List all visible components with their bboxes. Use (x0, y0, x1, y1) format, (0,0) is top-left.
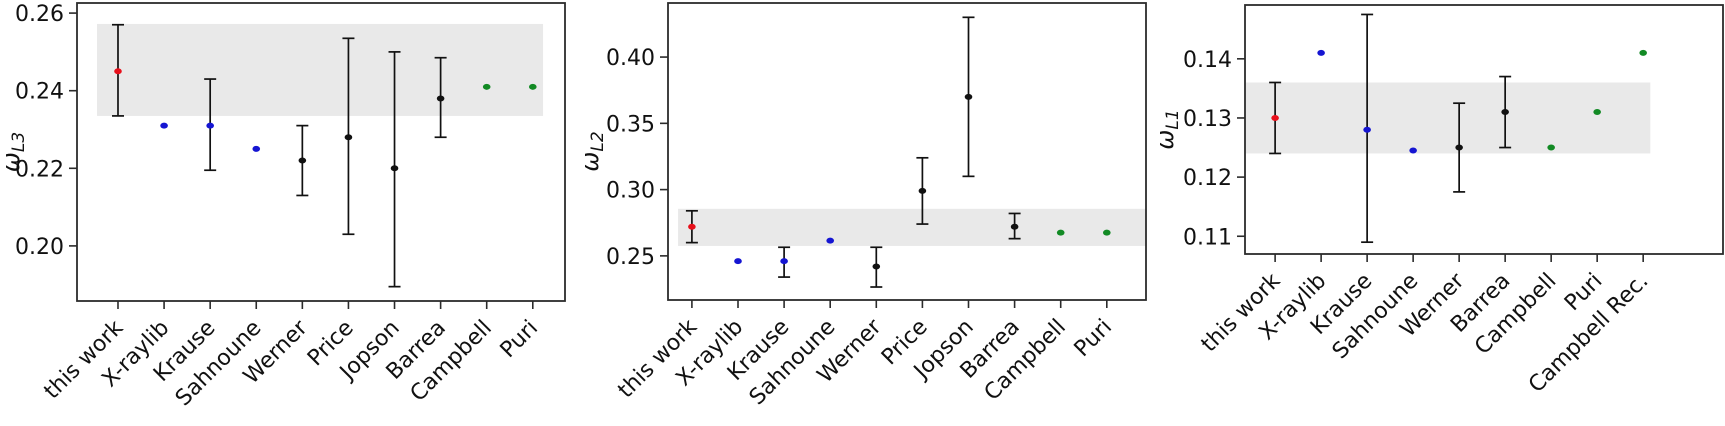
plot-frame (76, 2, 566, 302)
y-tick-label: 0.25 (606, 245, 655, 270)
marker-sahnoune (1409, 147, 1417, 154)
x-tick-label-puri: Puri (496, 316, 543, 363)
y-tick-label: 0.24 (15, 80, 64, 105)
marker-barrea (436, 95, 445, 102)
reference-band (1245, 82, 1651, 154)
marker-campbell-rec (1639, 49, 1647, 56)
y-tick-label: 0.35 (606, 112, 655, 137)
marker-jopson (964, 93, 973, 100)
y-tick-label: 0.26 (15, 2, 64, 27)
marker-x-raylib (1317, 49, 1325, 56)
marker-campbell (482, 83, 491, 90)
marker-puri (1103, 229, 1111, 236)
y-tick-label: 0.11 (1183, 225, 1232, 250)
marker-price (344, 134, 353, 141)
marker-krause (206, 122, 214, 129)
y-tick-label: 0.22 (15, 157, 64, 182)
marker-werner (1455, 144, 1463, 151)
marker-werner (872, 263, 881, 270)
marker-x-raylib (160, 122, 168, 129)
marker-sahnoune (252, 145, 261, 152)
marker-puri (1593, 109, 1601, 116)
marker-krause (1363, 126, 1371, 133)
marker-werner (298, 157, 307, 164)
y-tick-label: 0.40 (606, 46, 655, 71)
y-tick-label: 0.30 (606, 179, 655, 204)
plot-frame (667, 2, 1147, 301)
reference-band (97, 23, 544, 116)
marker-price (918, 187, 927, 194)
y-tick-label: 0.14 (1183, 48, 1232, 73)
marker-campbell (1056, 229, 1065, 236)
y-axis-label: ωL3 (0, 132, 29, 172)
y-tick-label: 0.13 (1183, 107, 1232, 132)
marker-sahnoune (826, 237, 835, 244)
marker-puri (528, 83, 537, 90)
marker-krause (780, 258, 788, 265)
marker-this-work (1271, 114, 1279, 121)
x-tick-label-puri: Puri (1070, 315, 1117, 362)
marker-this-work (114, 68, 122, 75)
marker-barrea (1010, 223, 1019, 230)
marker-x-raylib (734, 258, 742, 265)
reference-band (678, 208, 1146, 246)
y-tick-label: 0.12 (1183, 166, 1232, 191)
y-tick-label: 0.20 (15, 235, 64, 260)
marker-this-work (688, 223, 696, 230)
y-axis-label: ωL2 (576, 131, 608, 171)
marker-jopson (390, 165, 399, 172)
plot-frame (1244, 4, 1724, 255)
marker-campbell (1547, 144, 1555, 151)
y-axis-label: ωL1 (1151, 109, 1183, 149)
marker-barrea (1501, 109, 1509, 116)
